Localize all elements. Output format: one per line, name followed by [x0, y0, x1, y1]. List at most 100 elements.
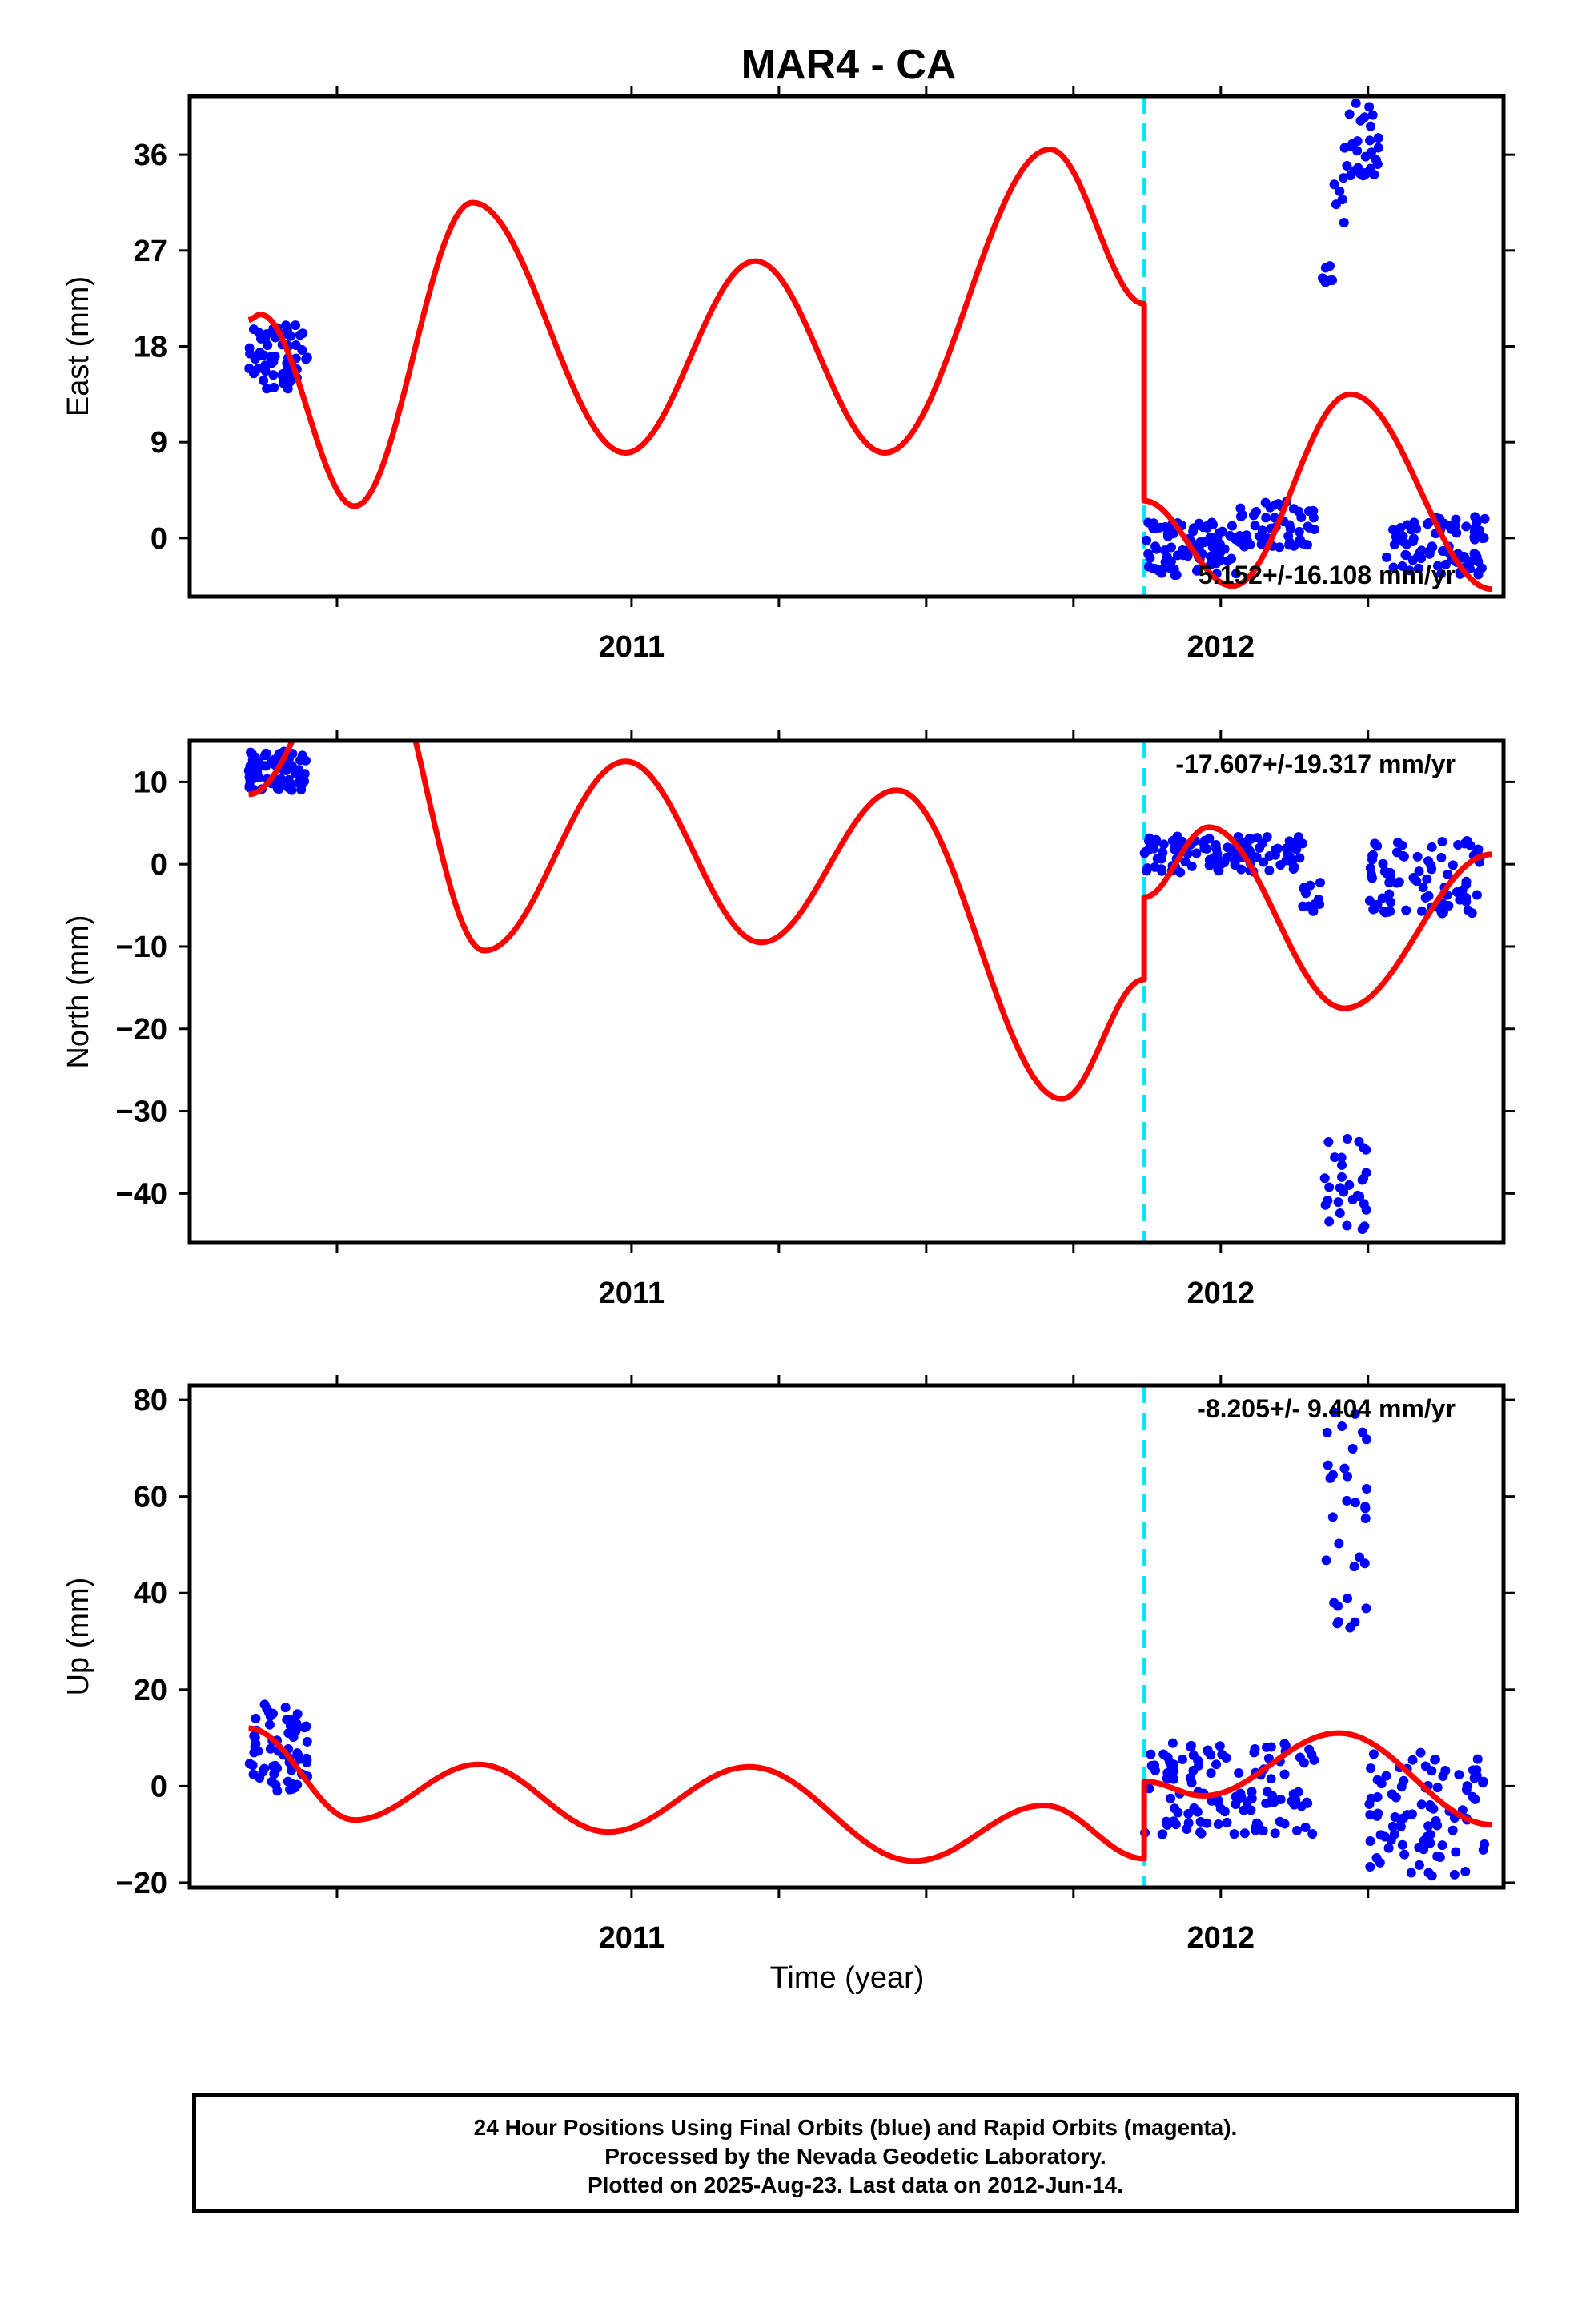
- data-point: [1418, 883, 1428, 893]
- data-point: [1413, 563, 1423, 573]
- data-point: [1300, 1823, 1311, 1833]
- data-point: [1193, 564, 1203, 574]
- data-point: [1250, 521, 1260, 531]
- data-point: [1383, 1843, 1394, 1853]
- data-point: [1450, 521, 1460, 531]
- data-point: [1453, 839, 1464, 850]
- data-point: [1339, 1463, 1350, 1474]
- x-axis-label: Time (year): [770, 1961, 925, 1995]
- data-point: [1186, 1742, 1196, 1752]
- data-point: [1436, 853, 1447, 863]
- data-point: [1298, 901, 1308, 911]
- data-point: [1397, 840, 1407, 850]
- data-point: [1368, 1749, 1379, 1759]
- data-point: [302, 1757, 312, 1767]
- data-point: [1360, 151, 1371, 162]
- model-curve: [248, 1725, 1492, 1864]
- data-point: [1366, 121, 1376, 131]
- data-point: [1399, 1849, 1410, 1860]
- data-point: [1367, 850, 1378, 860]
- data-point: [1251, 1825, 1261, 1835]
- data-point: [1183, 1818, 1194, 1828]
- data-point: [1385, 873, 1395, 883]
- data-point: [1424, 549, 1435, 559]
- data-point: [1285, 524, 1295, 534]
- data-point: [1386, 897, 1396, 907]
- data-point: [1329, 179, 1339, 190]
- data-point: [1350, 1498, 1360, 1508]
- data-point: [1437, 837, 1447, 847]
- data-point: [1362, 1483, 1372, 1494]
- data-point: [1449, 1869, 1460, 1880]
- data-point: [1416, 545, 1427, 556]
- data-point: [1280, 1740, 1291, 1751]
- data-point: [250, 752, 260, 762]
- data-point: [1284, 836, 1295, 846]
- data-point: [1347, 1444, 1358, 1454]
- data-points: [243, 746, 1485, 1235]
- data-point: [1247, 1787, 1257, 1797]
- data-point: [1295, 1752, 1305, 1763]
- data-point: [1369, 170, 1379, 180]
- data-point: [1443, 869, 1453, 879]
- data-point: [1461, 521, 1472, 532]
- data-point: [1323, 1137, 1334, 1148]
- data-point: [1351, 98, 1361, 108]
- data-point: [1319, 1173, 1330, 1184]
- data-point: [1354, 1552, 1364, 1562]
- y-tick-label: 0: [151, 848, 167, 882]
- data-point: [1460, 1867, 1471, 1877]
- data-point: [1238, 533, 1248, 543]
- data-point: [1206, 1768, 1216, 1779]
- data-point: [1473, 567, 1484, 577]
- y-tick-label: −20: [116, 1013, 167, 1047]
- data-point: [1320, 277, 1331, 287]
- data-point: [283, 384, 293, 394]
- data-point: [1152, 854, 1162, 864]
- data-point: [1404, 565, 1415, 576]
- data-point: [1173, 1807, 1183, 1818]
- data-point: [1287, 1796, 1297, 1807]
- data-point: [1447, 1825, 1458, 1835]
- data-point: [1211, 1759, 1222, 1770]
- data-point: [1166, 1793, 1176, 1803]
- data-point: [1359, 1558, 1370, 1569]
- data-point: [1170, 844, 1180, 854]
- data-point: [1337, 1160, 1347, 1170]
- data-point: [1416, 906, 1427, 916]
- data-point: [1362, 1434, 1372, 1445]
- data-point: [1157, 568, 1167, 578]
- data-point: [298, 328, 308, 339]
- data-point: [1261, 513, 1271, 523]
- data-point: [269, 382, 279, 392]
- data-point: [1143, 561, 1154, 572]
- data-point: [271, 1779, 281, 1790]
- data-point: [1361, 1204, 1371, 1215]
- data-point: [1204, 860, 1215, 870]
- data-point: [1364, 895, 1375, 906]
- data-point: [1296, 1801, 1307, 1811]
- data-point: [1359, 1173, 1369, 1184]
- data-point: [1333, 1616, 1343, 1626]
- data-point: [1344, 1180, 1355, 1190]
- data-point: [1323, 1196, 1333, 1206]
- data-point: [1406, 1868, 1416, 1878]
- data-point: [1189, 1803, 1199, 1813]
- data-point: [302, 352, 312, 363]
- data-point: [299, 1723, 310, 1733]
- data-point: [260, 366, 271, 376]
- data-point: [1284, 540, 1295, 550]
- data-point: [259, 350, 269, 360]
- data-point: [1263, 1798, 1274, 1808]
- data-point: [1166, 542, 1176, 553]
- data-point: [1233, 831, 1243, 842]
- panel-up: −20 0 20 40 60 80 2011 2012 Up (mm) -8.205+/- 9.4…: [62, 1375, 1515, 1955]
- data-point: [1478, 1844, 1488, 1855]
- data-point: [1390, 1811, 1400, 1822]
- data-point: [1299, 884, 1309, 895]
- data-point: [1139, 848, 1150, 858]
- data-point: [1478, 1778, 1488, 1788]
- data-point: [264, 1719, 275, 1730]
- data-point: [1142, 535, 1152, 545]
- footer-line-2: Processed by the Nevada Geodetic Laborat…: [604, 2144, 1106, 2169]
